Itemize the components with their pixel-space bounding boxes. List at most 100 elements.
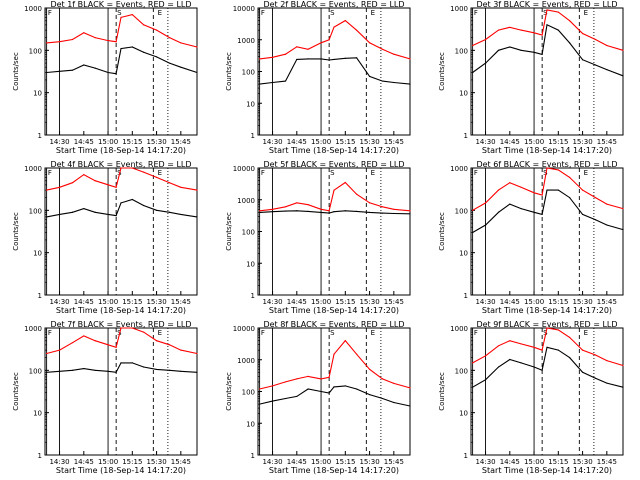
data-point: [333, 189, 335, 191]
x-tick-label: 15:30: [572, 458, 592, 466]
data-point: [120, 167, 122, 169]
data-point: [107, 344, 109, 346]
data-point: [509, 26, 511, 28]
y-tick-label: 1: [464, 452, 468, 460]
y-tick-label: 10: [33, 250, 42, 258]
x-tick-label: 14:45: [74, 458, 94, 466]
data-point: [569, 196, 571, 199]
x-tick-label: 15:30: [146, 458, 166, 466]
data-point: [484, 355, 487, 357]
data-point: [143, 24, 145, 26]
data-point: [120, 327, 122, 329]
x-tick-label: 14:45: [287, 298, 307, 306]
detector-panel-2: Det 2f BLACK = Events, RED = LLD 1 10 100 10…: [213, 0, 426, 160]
chart-title: Det 5f BLACK = Events, RED = LLD: [263, 160, 404, 169]
plot-frame: [470, 7, 624, 136]
marker-letter: E: [584, 9, 588, 17]
data-point: [569, 176, 571, 178]
data-point: [196, 189, 198, 191]
x-tick-label: 14:45: [287, 138, 307, 146]
series-line-events: [472, 346, 624, 388]
data-point: [569, 20, 571, 22]
data-point: [368, 368, 371, 370]
marker-letter: F: [474, 9, 478, 17]
data-point: [271, 211, 274, 213]
data-point: [497, 211, 500, 213]
data-point: [381, 80, 384, 82]
chart-title: Det 7f BLACK = Events, RED = LLD: [50, 320, 191, 329]
data-point: [107, 184, 109, 186]
data-point: [533, 211, 535, 213]
chart-svg: Det 8f BLACK = Events, RED = LLD 1 10 100 10…: [225, 320, 411, 475]
x-tick-label: 14:45: [74, 138, 94, 146]
x-tick-label: 15:15: [335, 458, 355, 466]
series-line-events: [472, 23, 624, 77]
data-point: [569, 42, 571, 44]
data-point: [393, 382, 395, 384]
detector-panel-5: Det 5f BLACK = Events, RED = LLD 1 10 100 10…: [213, 160, 426, 320]
data-point: [131, 167, 133, 169]
data-point: [284, 206, 287, 208]
data-point: [606, 44, 608, 47]
data-point: [307, 375, 309, 377]
x-tick-label: 15:45: [597, 298, 617, 306]
data-point: [581, 349, 584, 351]
data-point: [533, 366, 535, 368]
data-point: [381, 212, 384, 214]
data-point: [259, 388, 261, 390]
data-point: [328, 376, 330, 378]
chart-title: Det 6f BLACK = Events, RED = LLD: [476, 160, 617, 169]
data-point: [533, 346, 535, 348]
detector-panel-1: Det 1f BLACK = Events, RED = LLD 1 10 100 10…: [0, 0, 213, 160]
data-point: [581, 213, 584, 216]
y-tick-label: 1000: [24, 325, 42, 333]
data-point: [381, 378, 384, 380]
chart-svg: Det 1f BLACK = Events, RED = LLD 1 10 100 10…: [12, 0, 198, 155]
x-axis-label: Start Time (18-Sep-14 14:17:20): [269, 306, 399, 315]
x-axis-label: Start Time (18-Sep-14 14:17:20): [482, 466, 612, 475]
data-point: [606, 69, 608, 71]
data-point: [509, 203, 511, 205]
x-axis-label: Start Time (18-Sep-14 14:17:20): [482, 146, 612, 155]
marker-letter: E: [158, 169, 162, 177]
data-point: [606, 224, 608, 226]
data-point: [320, 208, 322, 210]
chart-svg: Det 7f BLACK = Events, RED = LLD 1 10 100 10…: [12, 320, 198, 475]
y-tick-label: 1000: [450, 325, 468, 333]
data-point: [296, 210, 298, 212]
data-point: [581, 32, 584, 35]
data-point: [196, 216, 198, 218]
x-tick-label: 15:30: [359, 458, 379, 466]
marker-letter: F: [261, 169, 265, 177]
data-point: [259, 211, 261, 213]
data-point: [168, 182, 171, 184]
data-point: [83, 207, 85, 210]
data-point: [356, 57, 358, 59]
x-tick-label: 15:45: [384, 298, 404, 306]
detector-panel-8: Det 8f BLACK = Events, RED = LLD 1 10 100 10…: [213, 320, 426, 480]
data-point: [472, 362, 474, 364]
data-point: [83, 32, 85, 34]
y-tick-label: 100: [29, 207, 42, 215]
x-tick-label: 14:30: [49, 298, 69, 306]
plot-frame: [44, 167, 198, 296]
detector-panel-3: Det 3f BLACK = Events, RED = LLD 1 10 100 10…: [426, 0, 639, 160]
data-point: [58, 70, 61, 72]
data-point: [557, 29, 559, 31]
data-point: [541, 34, 543, 36]
data-point: [509, 46, 511, 48]
data-point: [594, 377, 597, 379]
data-point: [120, 202, 122, 204]
y-axis-label: Counts/sec: [225, 52, 233, 91]
data-point: [46, 371, 48, 373]
marker-letter: S: [117, 9, 122, 17]
data-point: [46, 71, 48, 74]
data-point: [546, 189, 548, 191]
data-point: [120, 47, 122, 50]
chart-title: Det 1f BLACK = Events, RED = LLD: [50, 0, 191, 9]
marker-letter: E: [158, 9, 162, 17]
data-point: [594, 354, 597, 356]
data-point: [180, 349, 182, 351]
marker-letter: F: [474, 169, 478, 177]
y-tick-label: 1: [464, 132, 468, 140]
